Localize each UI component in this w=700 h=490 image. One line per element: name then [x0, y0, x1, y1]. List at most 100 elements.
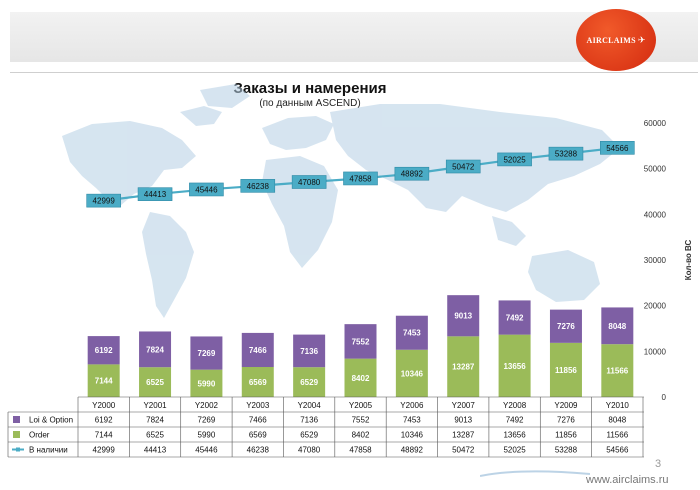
legend-key-swatch	[13, 431, 20, 438]
y-tick-label: 10000	[644, 347, 667, 356]
table-cell: 42999	[93, 446, 116, 455]
bar-loi-option	[447, 295, 480, 337]
footer-swoosh	[480, 470, 590, 477]
table-cell: 13656	[503, 431, 526, 440]
line-point	[240, 179, 276, 193]
line-point	[600, 141, 635, 155]
legend-key-marker	[16, 447, 20, 452]
bar-order	[241, 367, 274, 397]
page-number: 3	[655, 458, 662, 470]
table-cell: 53288	[555, 446, 578, 455]
bar-loi-option	[87, 336, 120, 365]
bar-label-order: 10346	[401, 369, 424, 378]
line-point	[548, 146, 584, 161]
chart-subtitle: (по данным ASCEND)	[259, 98, 361, 109]
table-cell: 8402	[352, 431, 370, 440]
bar-order	[498, 334, 531, 397]
line-point-label: 44413	[144, 190, 167, 199]
bar-order	[447, 336, 480, 397]
table-header-cell: Y2010	[606, 401, 630, 410]
y-tick-label: 50000	[644, 165, 667, 174]
table-header-cell: Y2007	[452, 401, 476, 410]
line-point-label: 45446	[195, 185, 218, 194]
line-point-label: 47858	[349, 174, 372, 183]
line-point	[137, 187, 173, 201]
line-point-label: 53288	[555, 150, 578, 159]
bar-order	[293, 367, 326, 397]
line-point-label: 42999	[93, 197, 116, 206]
legend-label: Loi & Option	[29, 416, 73, 425]
table-cell: 54566	[606, 446, 629, 455]
line-point-label: 47080	[298, 178, 321, 187]
bar-label-loi-option: 7552	[352, 337, 370, 346]
line-point-label: 48892	[401, 170, 424, 179]
bar-order	[549, 342, 582, 397]
bar-label-order: 11856	[555, 366, 577, 375]
y-tick-label: 20000	[644, 302, 667, 311]
bar-loi-option	[549, 309, 582, 343]
bar-label-order: 5990	[198, 379, 216, 388]
bar-label-order: 11566	[606, 367, 628, 376]
table-cell: 7136	[300, 416, 318, 425]
line-point	[86, 193, 121, 208]
y-tick-label: 60000	[644, 119, 667, 128]
bar-label-order: 13656	[503, 362, 526, 371]
y-tick-label: 0	[662, 393, 667, 402]
table-header-cell: Y2001	[143, 401, 167, 410]
world-map-background	[62, 84, 620, 318]
bar-order	[395, 349, 428, 397]
plane-icon: ✈	[637, 34, 646, 45]
bar-label-order: 6569	[249, 378, 267, 387]
line-point-label: 52025	[503, 155, 526, 164]
line-point	[189, 182, 224, 197]
bar-loi-option	[395, 315, 428, 350]
table-cell: 7466	[249, 416, 267, 425]
table-cell: 7492	[506, 416, 524, 425]
line-point	[445, 159, 481, 174]
table-header-cell: Y2006	[400, 401, 424, 410]
bar-label-loi-option: 6192	[95, 346, 113, 355]
bar-loi-option	[241, 332, 274, 368]
bar-label-loi-option: 7136	[300, 347, 318, 356]
bar-label-loi-option: 7269	[198, 349, 216, 358]
bar-label-loi-option: 7276	[557, 322, 575, 331]
table-cell: 50472	[452, 446, 475, 455]
table-cell: 52025	[503, 446, 526, 455]
bar-label-order: 7144	[95, 377, 113, 386]
legend-key-swatch	[13, 416, 20, 423]
table-cell: 6192	[95, 416, 113, 425]
table-header-cell: Y2000	[92, 401, 116, 410]
chart-title: Заказы и намерения	[233, 80, 387, 97]
legend-label: В наличии	[29, 446, 68, 455]
table-cell: 6569	[249, 431, 267, 440]
table-cell: 13287	[452, 431, 475, 440]
y-tick-label: 30000	[644, 256, 667, 265]
line-point	[394, 166, 430, 181]
bar-label-loi-option: 8048	[608, 322, 626, 331]
table-cell: 5990	[198, 431, 216, 440]
table-cell: 7453	[403, 416, 421, 425]
table-cell: 48892	[401, 446, 424, 455]
table-cell: 7552	[352, 416, 370, 425]
bar-order	[87, 364, 120, 397]
y-tick-label: 40000	[644, 210, 667, 219]
bar-label-loi-option: 7466	[249, 346, 267, 355]
table-cell: 11856	[555, 431, 577, 440]
bar-label-loi-option: 7492	[506, 314, 524, 323]
table-cell: 7269	[198, 416, 216, 425]
table-header-cell: Y2009	[554, 401, 578, 410]
table-cell: 44413	[144, 446, 167, 455]
table-header-cell: Y2003	[246, 401, 270, 410]
bar-loi-option	[190, 336, 223, 370]
bar-label-order: 6529	[300, 378, 318, 387]
bar-label-order: 13287	[452, 363, 475, 372]
bar-label-loi-option: 7824	[146, 345, 164, 354]
table-header-cell: Y2005	[349, 401, 373, 410]
table-cell: 46238	[247, 446, 270, 455]
bar-order	[344, 358, 377, 397]
line-point	[291, 175, 327, 189]
table-cell: 8048	[608, 416, 626, 425]
table-cell: 45446	[195, 446, 218, 455]
footer-website[interactable]: www.airclaims.ru	[586, 474, 669, 486]
